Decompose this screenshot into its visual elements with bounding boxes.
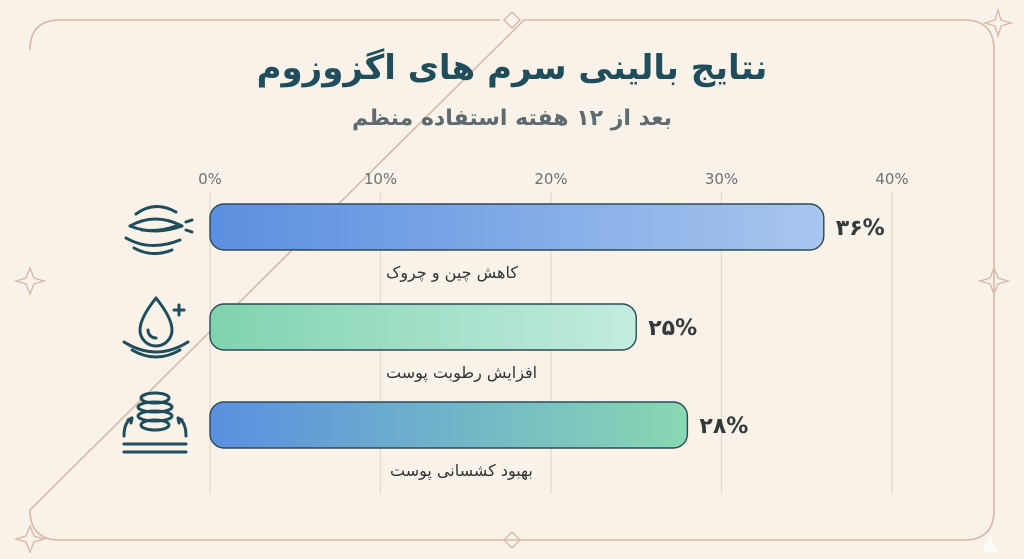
- bar: [209, 203, 825, 251]
- x-tick-label: 10%: [364, 170, 397, 188]
- eye-wrinkle-icon: [124, 205, 194, 255]
- chart-subtitle: بعد از ۱۲ هفته استفاده منظم: [352, 106, 672, 131]
- x-tick-label: 0%: [198, 170, 222, 188]
- x-tick-label: 20%: [534, 170, 567, 188]
- bar-value-label: ۲۸%: [699, 414, 748, 439]
- x-tick-label: 40%: [875, 170, 908, 188]
- chart-title: نتایج بالینی سرم های اگزوزوم: [256, 48, 768, 88]
- bar-value-label: ۳۶%: [836, 216, 885, 241]
- bar-value-label: ۲۵%: [648, 316, 697, 341]
- spring-elasticity-icon: [122, 391, 188, 454]
- category-label: افزایش رطوبت پوست: [386, 363, 537, 383]
- category-label: بهبود کشسانی پوست: [390, 461, 533, 481]
- bar: [209, 303, 637, 351]
- category-label: کاهش چین و چروک: [386, 263, 518, 283]
- bar: [209, 401, 689, 449]
- water-drop-plus-icon: [122, 296, 190, 359]
- x-tick-label: 30%: [705, 170, 738, 188]
